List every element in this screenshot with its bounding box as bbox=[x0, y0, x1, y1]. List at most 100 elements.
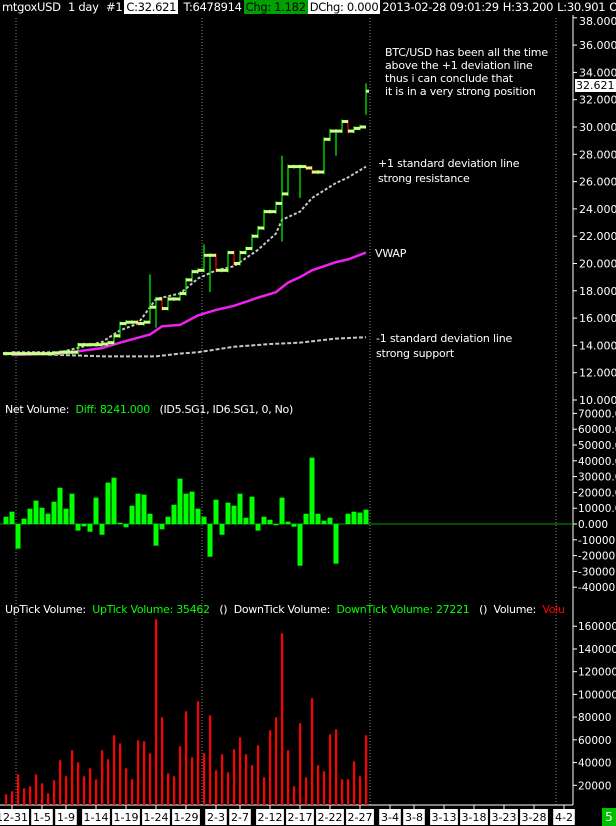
volume-bar bbox=[83, 776, 86, 805]
net-volume-bar bbox=[303, 513, 309, 524]
price-bar-open bbox=[105, 342, 108, 346]
price-bar-open bbox=[285, 192, 288, 196]
date-label: 1-5 bbox=[33, 811, 51, 824]
net-volume-bar bbox=[57, 487, 63, 524]
change-value: Chg: 1.182 bbox=[243, 0, 308, 14]
net-volume-bar bbox=[291, 524, 297, 527]
date-label-box bbox=[0, 809, 29, 825]
downtick-value: DownTick Volume: 27221 bbox=[336, 603, 470, 616]
net-volume-title: Net Volume: Diff: 8241.000 (ID5.SG1, ID6… bbox=[5, 403, 293, 416]
volume-bar bbox=[359, 776, 362, 805]
volume-bar bbox=[47, 793, 50, 805]
volume-bar bbox=[293, 786, 296, 805]
price-tick-label: 20.000 bbox=[579, 258, 616, 271]
annotation-vwap: VWAP bbox=[375, 247, 407, 260]
price-bar-open bbox=[243, 251, 246, 255]
volume-bar bbox=[107, 759, 110, 805]
price-bar-open bbox=[21, 352, 24, 356]
price-bar-open bbox=[327, 137, 330, 141]
volume-bar bbox=[287, 750, 290, 805]
net-volume-bar bbox=[357, 512, 363, 524]
price-bar-open bbox=[273, 210, 276, 214]
current-price-label: 32.621 bbox=[575, 79, 616, 92]
date-label-box bbox=[403, 809, 425, 825]
volume-bar bbox=[197, 701, 200, 805]
net-volume-bar bbox=[309, 457, 315, 524]
volume-value: Volu bbox=[542, 603, 565, 616]
volume-bar bbox=[299, 723, 302, 805]
price-bar-close bbox=[354, 126, 357, 130]
downtick-label: DownTick Volume: bbox=[233, 603, 331, 616]
downtick-params: () bbox=[479, 603, 488, 616]
net-volume-bar bbox=[285, 521, 291, 524]
net-volume-bar bbox=[219, 524, 225, 535]
date-label: 3-28 bbox=[522, 811, 547, 824]
price-bar-open bbox=[219, 268, 222, 272]
volume-bar bbox=[119, 743, 122, 805]
volume-bar bbox=[203, 753, 206, 805]
chart-number: #1 bbox=[106, 0, 123, 14]
net-volume-bar bbox=[267, 519, 273, 524]
volume-bar bbox=[263, 777, 266, 805]
annotation-line: -1 standard deviation line bbox=[376, 332, 513, 345]
price-bar-close bbox=[78, 343, 81, 347]
price-bar-open bbox=[9, 352, 12, 356]
corner-badge[interactable]: 5 bbox=[602, 808, 616, 826]
trades-value: T:6478914 bbox=[183, 0, 242, 14]
high-value: H:33.200 bbox=[502, 0, 554, 14]
date-label: 2-17 bbox=[288, 811, 313, 824]
date-label: 2-12 bbox=[258, 811, 283, 824]
date-label: 4-2 bbox=[555, 811, 573, 824]
price-bar-open bbox=[135, 320, 138, 324]
price-bar-open bbox=[87, 343, 90, 347]
symbol: mtgoxUSD bbox=[2, 0, 61, 14]
price-bar-close bbox=[30, 352, 33, 356]
price-bar-close bbox=[288, 165, 291, 169]
price-bar-close bbox=[330, 129, 333, 133]
price-bar-close bbox=[246, 246, 249, 250]
uptick-label: UpTick Volume: bbox=[5, 603, 86, 616]
net-volume-bar bbox=[63, 508, 69, 524]
price-tick-label: 38.000 bbox=[579, 15, 616, 28]
price-bar-close bbox=[276, 201, 279, 205]
date-label-box bbox=[520, 809, 548, 825]
price-bar-open bbox=[333, 129, 336, 133]
volume-label: Volume: bbox=[493, 603, 536, 616]
volume-bar bbox=[215, 770, 218, 805]
price-bar-close bbox=[192, 270, 195, 274]
date-label: 3-13 bbox=[432, 811, 457, 824]
date-label-box bbox=[31, 809, 53, 825]
date-label-box bbox=[55, 809, 77, 825]
price-bar-open bbox=[69, 350, 72, 354]
price-bar-close bbox=[90, 343, 93, 347]
price-tick-label: 16.000 bbox=[579, 312, 616, 325]
price-bar-close bbox=[162, 307, 165, 311]
price-bar-close bbox=[168, 297, 171, 301]
price-bar-close bbox=[186, 278, 189, 282]
volume-bar bbox=[29, 786, 32, 805]
price-bar-open bbox=[45, 352, 48, 356]
chart-header: mtgoxUSD 1 day #1 C:32.621 T:6478914 Chg: … bbox=[0, 0, 616, 14]
date-label-box bbox=[286, 809, 314, 825]
volume-bar bbox=[329, 734, 332, 805]
net-volume-bar bbox=[129, 505, 135, 524]
net-volume-bar bbox=[249, 496, 255, 524]
price-bar-close bbox=[366, 89, 369, 93]
price-bar-close bbox=[6, 352, 9, 356]
net-volume-tick-label: -10000.000 bbox=[578, 535, 616, 547]
net-volume-tick-label: 50000.000 bbox=[578, 440, 616, 452]
net-volume-bar bbox=[315, 513, 321, 524]
net-volume-bar bbox=[207, 524, 213, 557]
price-tick-label: 28.000 bbox=[579, 148, 616, 161]
net-volume-bar bbox=[327, 517, 333, 524]
volume-bar bbox=[269, 730, 272, 805]
price-bar-close bbox=[174, 297, 177, 301]
volume-bar bbox=[113, 735, 116, 805]
price-bar-open bbox=[183, 292, 186, 296]
price-tick-label: 12.000 bbox=[579, 367, 616, 380]
net-volume-bar bbox=[177, 478, 183, 524]
price-bar-open bbox=[237, 262, 240, 265]
net-volume-tick-label: 60000.000 bbox=[578, 424, 616, 436]
net-volume-bar bbox=[39, 507, 45, 524]
